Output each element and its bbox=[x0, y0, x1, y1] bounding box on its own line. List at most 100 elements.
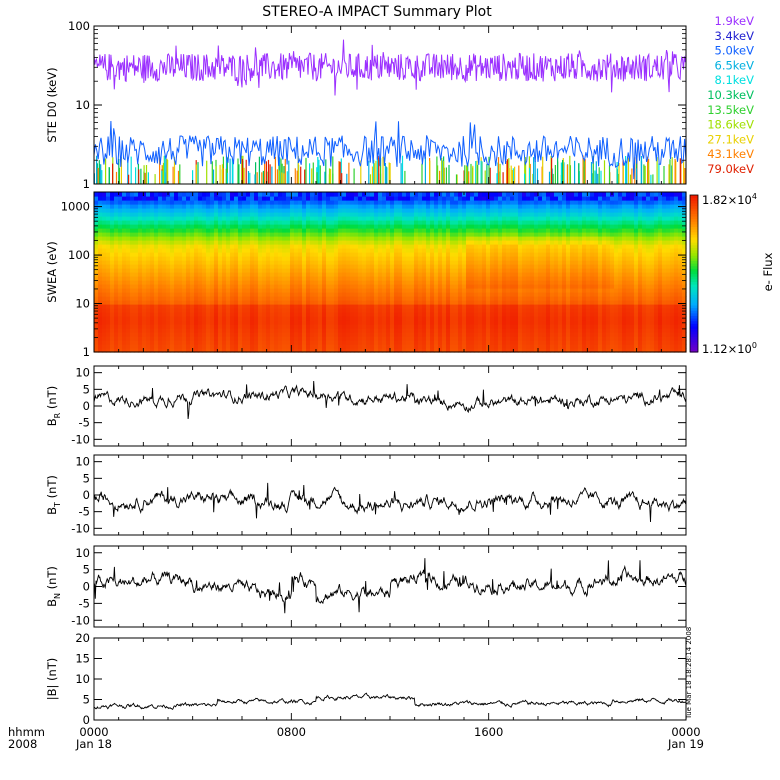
heatmap-cell bbox=[478, 196, 483, 201]
heatmap-cell bbox=[154, 216, 159, 221]
heatmap-cell bbox=[350, 236, 355, 241]
heatmap-cell bbox=[258, 328, 263, 333]
heatmap-cell bbox=[246, 232, 251, 237]
heatmap-cell bbox=[238, 292, 243, 297]
heatmap-cell bbox=[410, 304, 415, 309]
heatmap-cell bbox=[190, 320, 195, 325]
heatmap-cell bbox=[250, 292, 255, 297]
heatmap-cell bbox=[130, 208, 135, 213]
heatmap-cell bbox=[226, 264, 231, 269]
heatmap-cell bbox=[482, 320, 487, 325]
heatmap-cell bbox=[290, 196, 295, 201]
heatmap-cell bbox=[330, 340, 335, 345]
heatmap-cell bbox=[402, 284, 407, 289]
heatmap-cell bbox=[154, 324, 159, 329]
heatmap-cell bbox=[226, 344, 231, 349]
heatmap-cell bbox=[354, 252, 359, 257]
heatmap-cell bbox=[250, 276, 255, 281]
heatmap-cell bbox=[230, 280, 235, 285]
heatmap-cell bbox=[134, 236, 139, 241]
heatmap-cell bbox=[146, 328, 151, 333]
heatmap-cell bbox=[162, 192, 167, 197]
heatmap-cell bbox=[386, 284, 391, 289]
heatmap-cell bbox=[266, 264, 271, 269]
heatmap-cell bbox=[438, 256, 443, 261]
heatmap-cell bbox=[298, 340, 303, 345]
heatmap-cell bbox=[506, 260, 511, 265]
heatmap-cell bbox=[530, 204, 535, 209]
heatmap-cell bbox=[326, 324, 331, 329]
heatmap-cell bbox=[286, 220, 291, 225]
heatmap-cell bbox=[110, 300, 115, 305]
heatmap-cell bbox=[406, 316, 411, 321]
heatmap-cell bbox=[434, 224, 439, 229]
heatmap-cell bbox=[278, 192, 283, 197]
heatmap-cell bbox=[502, 272, 507, 277]
heatmap-cell bbox=[310, 220, 315, 225]
heatmap-cell bbox=[150, 332, 155, 337]
heatmap-cell bbox=[458, 228, 463, 233]
heatmap-cell bbox=[202, 332, 207, 337]
heatmap-cell bbox=[458, 336, 463, 341]
heatmap-cell bbox=[370, 284, 375, 289]
heatmap-cell bbox=[506, 292, 511, 297]
heatmap-cell bbox=[478, 280, 483, 285]
heatmap-cell bbox=[418, 256, 423, 261]
heatmap-cell bbox=[314, 244, 319, 249]
heatmap-cell bbox=[306, 192, 311, 197]
heatmap-cell bbox=[154, 224, 159, 229]
heatmap-cell bbox=[486, 252, 491, 257]
heatmap-cell bbox=[438, 332, 443, 337]
heatmap-cell bbox=[366, 264, 371, 269]
heatmap-cell bbox=[338, 276, 343, 281]
heatmap-cell bbox=[506, 192, 511, 197]
heatmap-cell bbox=[438, 312, 443, 317]
heatmap-cell bbox=[490, 208, 495, 213]
heatmap-cell bbox=[370, 280, 375, 285]
heatmap-cell bbox=[466, 232, 471, 237]
heatmap-cell bbox=[370, 216, 375, 221]
heatmap-cell bbox=[274, 312, 279, 317]
heatmap-cell bbox=[178, 232, 183, 237]
heatmap-cell bbox=[442, 332, 447, 337]
heatmap-cell bbox=[290, 296, 295, 301]
heatmap-cell bbox=[266, 240, 271, 245]
heatmap-cell bbox=[262, 316, 267, 321]
heatmap-cell bbox=[222, 268, 227, 273]
heatmap-cell bbox=[222, 316, 227, 321]
heatmap-cell bbox=[354, 224, 359, 229]
heatmap-cell bbox=[274, 232, 279, 237]
heatmap-cell bbox=[350, 340, 355, 345]
heatmap-cell bbox=[422, 220, 427, 225]
heatmap-cell bbox=[530, 316, 535, 321]
heatmap-cell bbox=[158, 208, 163, 213]
heatmap-cell bbox=[162, 320, 167, 325]
heatmap-cell bbox=[386, 208, 391, 213]
heatmap-cell bbox=[274, 276, 279, 281]
heatmap-cell bbox=[214, 236, 219, 241]
heatmap-cell bbox=[314, 308, 319, 313]
heatmap-cell bbox=[206, 196, 211, 201]
heatmap-cell bbox=[458, 208, 463, 213]
heatmap-cell bbox=[182, 300, 187, 305]
heatmap-cell bbox=[302, 236, 307, 241]
heatmap-cell bbox=[110, 260, 115, 265]
heatmap-cell bbox=[294, 192, 299, 197]
heatmap-cell bbox=[430, 208, 435, 213]
heatmap-cell bbox=[106, 292, 111, 297]
heatmap-cell bbox=[218, 328, 223, 333]
heatmap-cell bbox=[178, 220, 183, 225]
heatmap-cell bbox=[378, 280, 383, 285]
heatmap-cell bbox=[514, 288, 519, 293]
heatmap-cell bbox=[118, 332, 123, 337]
heatmap-cell bbox=[166, 324, 171, 329]
heatmap-cell bbox=[214, 288, 219, 293]
heatmap-cell bbox=[166, 288, 171, 293]
heatmap-cell bbox=[178, 200, 183, 205]
heatmap-cell bbox=[526, 300, 531, 305]
heatmap-cell bbox=[114, 236, 119, 241]
heatmap-cell bbox=[282, 272, 287, 277]
heatmap-cell bbox=[498, 248, 503, 253]
heatmap-cell bbox=[386, 224, 391, 229]
heatmap-cell bbox=[514, 316, 519, 321]
